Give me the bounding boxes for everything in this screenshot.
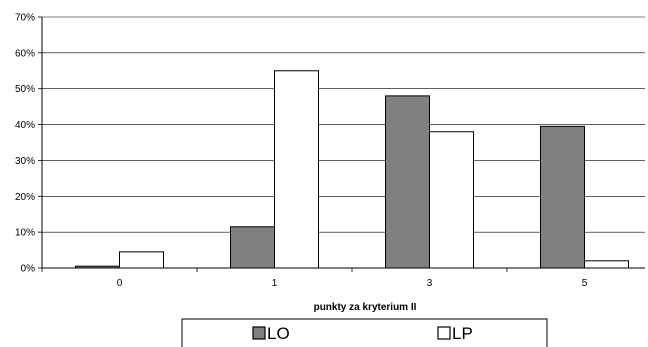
y-tick-label: 0% bbox=[21, 264, 36, 275]
bar-lp-3 bbox=[429, 131, 474, 269]
legend-label-lp: LP bbox=[452, 324, 473, 343]
legend-swatch-lp bbox=[437, 326, 451, 340]
x-tick-label: 5 bbox=[582, 278, 588, 289]
y-tick-label: 60% bbox=[15, 48, 35, 59]
y-tick-label: 40% bbox=[15, 120, 35, 131]
axes bbox=[38, 16, 645, 272]
legend-label-lo: LO bbox=[267, 324, 290, 343]
legend-box bbox=[181, 318, 548, 347]
x-tick-labels: 0 1 3 5 bbox=[117, 278, 588, 289]
bar-lp-5 bbox=[584, 260, 629, 269]
y-tick-labels: 0% 10% 20% 30% 40% 50% 60% 70% bbox=[15, 13, 35, 275]
legend: LO LP bbox=[181, 318, 548, 347]
y-tick-label: 30% bbox=[15, 156, 35, 167]
x-tick-label: 1 bbox=[272, 278, 278, 289]
bar-lo-3 bbox=[385, 95, 430, 269]
y-tick-label: 50% bbox=[15, 84, 35, 95]
y-tick-label: 70% bbox=[15, 13, 35, 24]
y-tick-label: 20% bbox=[15, 192, 35, 203]
y-tick-label: 10% bbox=[15, 228, 35, 239]
gridlines bbox=[42, 16, 645, 233]
bar-lo-5 bbox=[540, 125, 585, 269]
legend-swatch-lo bbox=[252, 326, 266, 340]
x-tick-label: 0 bbox=[117, 278, 123, 289]
x-axis-title: punkty za kryterium II bbox=[314, 302, 417, 313]
bar-lp-0 bbox=[119, 251, 164, 269]
bars bbox=[75, 70, 629, 269]
bar-lo-1 bbox=[230, 226, 275, 269]
x-tick-label: 3 bbox=[427, 278, 433, 289]
bar-lp-1 bbox=[274, 70, 319, 269]
